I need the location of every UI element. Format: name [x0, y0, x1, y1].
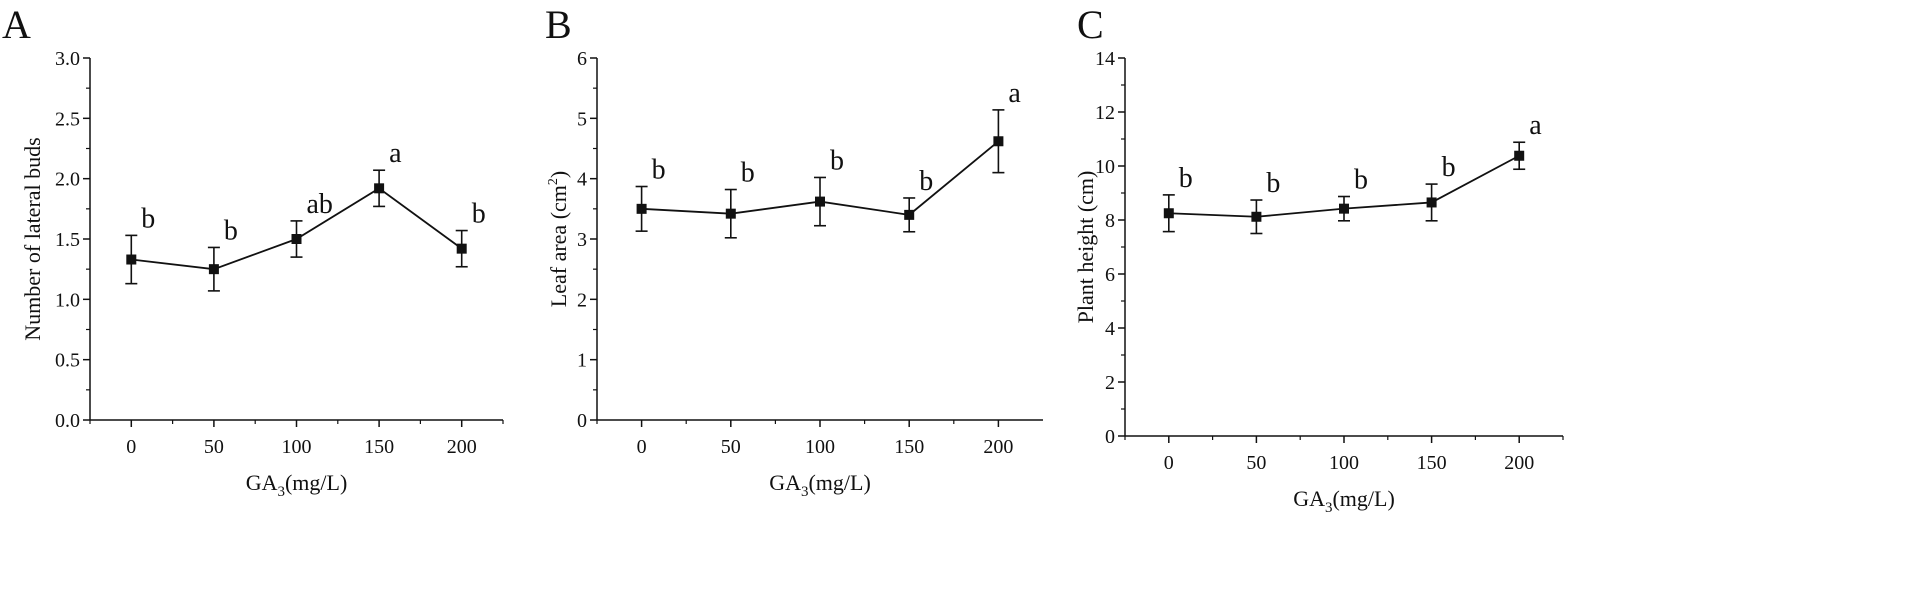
y-tick-label: 2	[577, 289, 587, 311]
x-tick-label: 100	[805, 436, 835, 458]
panel-label: B	[545, 2, 572, 47]
x-tick-label: 200	[1504, 452, 1534, 474]
data-point	[636, 203, 647, 214]
x-tick-label: 100	[1329, 452, 1359, 474]
significance-label: a	[389, 138, 402, 169]
y-axis-title: Plant height (cm)	[1073, 171, 1098, 324]
significance-label: b	[472, 199, 486, 230]
significance-label: b	[1442, 152, 1456, 183]
significance-label: ab	[307, 189, 333, 220]
y-tick-label: 6	[577, 48, 587, 70]
data-point	[1163, 208, 1174, 219]
y-axis-title-main: Leaf area (cm	[546, 185, 571, 307]
data-point	[1251, 211, 1262, 222]
x-tick-label: 0	[1164, 452, 1174, 474]
x-axis-title-main: GA	[769, 470, 801, 495]
significance-label: a	[1008, 78, 1021, 109]
x-axis-title: GA3(mg/L)	[769, 470, 871, 500]
x-axis-title-main: GA	[1293, 486, 1325, 511]
y-tick-label: 0.5	[55, 350, 80, 372]
y-tick-label: 1	[577, 350, 587, 372]
significance-label: b	[1354, 165, 1368, 196]
x-tick-label: 0	[126, 436, 136, 458]
y-tick-label: 0.0	[55, 410, 80, 432]
data-point	[1514, 150, 1525, 161]
data-point	[456, 243, 467, 254]
panel-label: A	[2, 2, 31, 47]
x-tick-label: 50	[1246, 452, 1266, 474]
x-axis-title-subscript: 3	[801, 484, 809, 500]
y-axis-title: Leaf area (cm2)	[546, 171, 571, 307]
significance-label: b	[741, 158, 755, 189]
x-tick-label: 150	[364, 436, 394, 458]
significance-label: b	[141, 203, 155, 234]
data-point	[993, 136, 1004, 147]
significance-label: b	[919, 166, 933, 197]
data-point	[1339, 203, 1349, 214]
y-tick-label: 4	[577, 169, 587, 191]
x-axis-title-subscript: 3	[277, 484, 285, 500]
y-axis-title-main: Number of lateral buds	[20, 137, 45, 340]
x-tick-label: 100	[282, 436, 312, 458]
y-axis-title-superscript: 2	[546, 178, 561, 185]
y-axis-title: Number of lateral buds	[20, 137, 45, 340]
x-tick-label: 50	[204, 436, 224, 458]
chart-panel-c: C 0 2 4 6 8 10 12 14 0 50 100 150 200 GA3(mg/L) Plant h…	[1073, 2, 1564, 516]
y-tick-label: 2	[1105, 372, 1115, 394]
data-point	[1426, 197, 1437, 208]
significance-label: b	[1266, 168, 1280, 199]
y-tick-label: 14	[1095, 48, 1115, 70]
y-tick-label: 8	[1105, 210, 1115, 232]
y-tick-label: 3.0	[55, 48, 80, 70]
y-tick-label: 12	[1095, 102, 1115, 124]
x-axis-title-subscript: 3	[1325, 500, 1333, 516]
y-tick-label: 1.0	[55, 289, 80, 311]
data-point	[725, 208, 736, 219]
significance-label: b	[652, 155, 666, 186]
x-axis-title-main: GA	[246, 470, 278, 495]
chart-panel-a: A 0.0 0.5 1.0 1.5 2.0 2.5 3.0 0 50 100 150 200 GA3(mg…	[2, 2, 504, 500]
significance-label: b	[1179, 163, 1193, 194]
y-tick-label: 2.5	[55, 108, 80, 130]
x-axis-title: GA3(mg/L)	[246, 470, 348, 500]
y-tick-label: 0	[1105, 426, 1115, 448]
data-point	[126, 254, 137, 265]
panel-label: C	[1077, 2, 1104, 47]
x-axis-title: GA3(mg/L)	[1293, 486, 1395, 516]
data-point	[815, 196, 825, 207]
significance-label: a	[1529, 110, 1542, 141]
x-tick-label: 150	[1417, 452, 1447, 474]
x-axis-title-unit: (mg/L)	[808, 470, 870, 495]
y-tick-label: 5	[577, 108, 587, 130]
y-axis-title-main: Plant height (cm)	[1073, 171, 1098, 324]
x-tick-label: 200	[983, 436, 1013, 458]
x-tick-label: 200	[447, 436, 477, 458]
y-tick-label: 1.5	[55, 229, 80, 251]
y-tick-label: 0	[577, 410, 587, 432]
y-axis-title-end: )	[546, 171, 571, 178]
y-tick-label: 4	[1105, 318, 1115, 340]
significance-label: b	[830, 145, 844, 176]
data-point	[904, 209, 915, 220]
x-tick-label: 0	[637, 436, 647, 458]
x-axis-title-unit: (mg/L)	[1332, 486, 1394, 511]
x-tick-label: 50	[721, 436, 741, 458]
y-tick-label: 10	[1095, 156, 1115, 178]
y-tick-label: 3	[577, 229, 587, 251]
x-tick-label: 150	[894, 436, 924, 458]
significance-label: b	[224, 215, 238, 246]
data-point	[291, 234, 302, 244]
y-tick-label: 2.0	[55, 169, 80, 191]
data-point	[208, 264, 219, 275]
x-axis-title-unit: (mg/L)	[285, 470, 347, 495]
y-tick-label: 6	[1105, 264, 1115, 286]
data-point	[374, 183, 385, 194]
